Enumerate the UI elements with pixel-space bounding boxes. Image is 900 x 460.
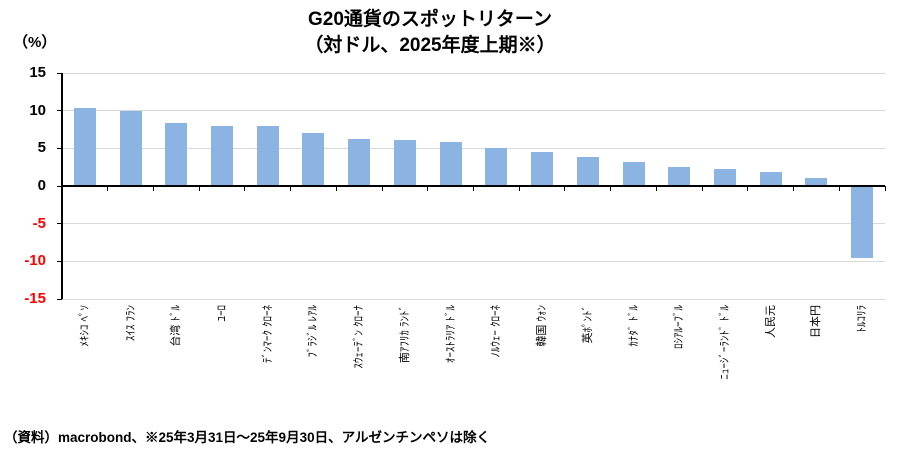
gridline [62,72,885,74]
category-label: ﾉﾙｳｪｰ ｸﾛｰﾈ [490,305,503,358]
bar [668,167,691,186]
x-axis-tick-mark [793,186,795,191]
y-axis-tick-mark [57,110,62,112]
category-label: 英ﾎﾟﾝﾄﾞ [581,305,594,344]
y-axis-unit-label: （%） [13,34,57,51]
x-axis-tick-mark [518,186,520,191]
y-tick-label: 10 [29,101,46,119]
bar [302,133,325,186]
category-label: ｶﾅﾀﾞ ﾄﾞﾙ [627,305,640,347]
x-axis-tick-mark [335,186,337,191]
y-tick-label: -5 [32,214,46,232]
bar [531,152,554,186]
bar [713,168,736,186]
bar [348,139,371,186]
y-axis-tick-mark [57,147,62,149]
bar [256,126,279,186]
y-axis-tick-mark [57,298,62,300]
x-axis-tick-mark [427,186,429,191]
category-label: ﾌﾞﾗｼﾞﾙ ﾚｱﾙ [307,305,320,358]
gridline [62,110,885,112]
category-label: ﾛｼｱﾙｰﾌﾞﾙ [673,305,686,349]
x-axis-tick-mark [473,186,474,191]
category-label: ﾃﾞﾝﾏｰｸ ｸﾛｰﾈ [261,305,274,364]
x-axis-tick-mark [655,186,657,191]
gridline [62,147,885,149]
x-axis-tick-mark [152,186,154,191]
y-axis-tick-mark [57,72,62,74]
y-axis-tick-mark [57,223,62,225]
category-label: 南ｱﾌﾘｶ ﾗﾝﾄﾞ [398,305,411,364]
x-axis-tick-mark [244,186,246,191]
x-axis-tick-mark [107,186,109,191]
y-tick-label: -10 [24,252,46,270]
category-label: 日本円 [810,305,823,338]
category-label: 韓国 ｳｫﾝ [536,305,549,347]
category-label: 人民元 [764,305,777,338]
x-axis-tick-mark [290,186,292,191]
bar [851,186,874,259]
gridline [62,298,885,300]
category-label: ｽｲｽ ﾌﾗﾝ [124,305,137,342]
bar [165,123,188,186]
category-label: ﾕｰﾛ [216,305,229,322]
x-axis-tick-mark [564,186,566,191]
x-axis-tick-mark [198,186,200,191]
y-axis-tick-mark [57,260,62,262]
bar [576,156,599,186]
y-tick-label: 15 [29,64,46,81]
bar [393,140,416,186]
category-label: ﾄﾙｺﾘﾗ [856,305,869,333]
bar [805,177,828,186]
x-axis-tick-mark [838,186,840,191]
bar [485,147,508,186]
x-axis-tick-mark [381,186,383,191]
chart-subtitle: （対ドル、2025年度上期※） [304,35,556,56]
bar [622,161,645,186]
bar [73,108,96,186]
category-label: ﾆｭｰｼﾞｰﾗﾝﾄﾞ ﾄﾞﾙ [718,305,731,380]
category-label: ｵｰｽﾄﾗﾘｱ ﾄﾞﾙ [444,305,457,364]
category-label: ﾒｷｼｺ ﾍﾟｿ [78,305,91,347]
category-label: ｽｳｪｰﾃﾞﾝ ｸﾛｰﾅ [353,305,366,369]
chart-title-block: G20通貨のスポットリターン （対ドル、2025年度上期※） [130,7,730,59]
y-axis-tick-mark [57,185,62,187]
y-tick-label: -15 [24,290,46,307]
x-axis-tick-mark [747,186,749,191]
bar [211,125,234,186]
x-axis-tick-mark [884,186,886,191]
y-tick-label: 5 [37,139,46,157]
bar [439,141,462,186]
x-axis-tick-mark [701,186,703,191]
gridline [62,260,885,262]
x-axis-tick-mark [61,186,63,191]
y-tick-label: 0 [37,177,46,194]
gridline [62,223,885,225]
category-label: 台湾 ﾄﾞﾙ [170,305,183,347]
bar [119,110,142,186]
chart-title: G20通貨のスポットリターン [308,9,552,30]
bar [759,171,782,186]
source-note: （資料）macrobond、※25年3月31日～25年9月30日、アルゼンチンペ… [4,430,490,445]
x-axis-tick-mark [610,186,612,191]
